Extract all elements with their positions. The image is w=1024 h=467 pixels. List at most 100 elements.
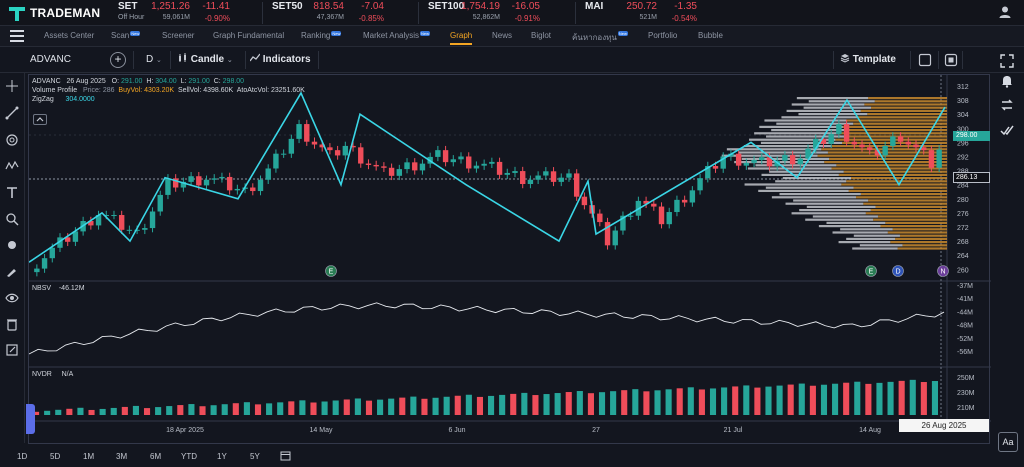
nvdr-bar (698, 389, 705, 415)
left-drawer-handle[interactable] (26, 404, 35, 434)
fib-icon[interactable] (5, 133, 19, 147)
timeframe-5d[interactable]: 5D (50, 452, 61, 461)
nvdr-bar (55, 409, 62, 415)
candle-body (504, 172, 510, 175)
nvdr-bar (887, 381, 894, 415)
candle-body (651, 203, 657, 207)
nbsv-axis-label: -52M (957, 336, 973, 343)
price-axis-label: 284 (957, 183, 969, 190)
nav-item-6[interactable]: Graph (450, 31, 473, 45)
candle-body (196, 176, 202, 186)
nav-item-1[interactable]: Scan New (111, 31, 141, 40)
indicators-button[interactable]: Indicators (249, 53, 311, 65)
nvdr-bar (576, 391, 583, 415)
ticker-price: 1,251.26 (151, 1, 190, 12)
checklist-icon[interactable] (1000, 123, 1014, 137)
nvdr-bar (876, 382, 883, 415)
timeframe-1m[interactable]: 1M (83, 452, 95, 461)
indicators-icon (249, 53, 261, 62)
trendline-icon[interactable] (5, 106, 19, 120)
menu-icon[interactable] (10, 30, 24, 42)
swap-icon[interactable] (1000, 98, 1014, 112)
ticker-mai[interactable]: MAI 250.72 -1.35 521M -0.54% (585, 0, 741, 26)
price-chart[interactable]: 3123083043002962922882842802762722682642… (28, 75, 991, 445)
nvdr-bar (476, 396, 484, 415)
zz-value: 304.0000 (65, 96, 95, 103)
user-icon[interactable] (998, 5, 1012, 19)
expand-icon[interactable] (1000, 54, 1014, 68)
nvdr-bar (587, 393, 594, 415)
nvdr-bar (310, 402, 317, 415)
nvdr-bar (299, 400, 306, 415)
nav-item-9[interactable]: ค้นหากองทุน New (572, 31, 628, 44)
nav-item-8[interactable]: Biglot (531, 31, 551, 40)
alert-bell-icon[interactable] (1000, 74, 1014, 88)
ticker-volume: 52,862M (472, 14, 500, 21)
template-button[interactable]: Template (840, 53, 896, 65)
timeframe-6m[interactable]: 6M (150, 452, 162, 461)
timeframe-5y[interactable]: 5Y (250, 452, 260, 461)
nav-item-2[interactable]: Screener (162, 31, 194, 40)
brush-icon[interactable] (5, 264, 19, 278)
legend-open: 291.00 (121, 78, 143, 85)
nav-item-7[interactable]: News (492, 31, 512, 40)
nav-item-5[interactable]: Market Analysis New (363, 31, 431, 40)
nav-item-label: Screener (162, 31, 195, 40)
crosshair-icon[interactable] (5, 79, 19, 93)
nav-item-3[interactable]: Graph Fundamental (213, 31, 284, 40)
pattern-icon[interactable] (5, 159, 19, 173)
timeframe-select[interactable]: D ⌄ (146, 54, 162, 65)
ticker-set[interactable]: SET 1,251.26 -11.41 Off Hour 59,061M -0.90% (118, 0, 274, 26)
candle-body (149, 211, 156, 229)
vp-sell: SellVol: 4398.60K (177, 87, 234, 94)
nvdr-bar (832, 383, 839, 415)
trash-icon[interactable] (5, 317, 19, 331)
chart-area[interactable]: 3123083043002962922882842802762722682642… (28, 74, 991, 445)
volume-profile-bar (831, 145, 947, 148)
fullscreen-icon[interactable] (918, 53, 932, 67)
timeframe-1d[interactable]: 1D (17, 452, 28, 461)
nav-item-11[interactable]: Bubble (698, 31, 723, 40)
volume-profile-bar (785, 202, 864, 205)
volume-profile-bar (853, 122, 947, 125)
nav-item-10[interactable]: Portfolio (648, 31, 677, 40)
volume-profile-bar (771, 196, 856, 199)
ticker-status: Off Hour (118, 14, 145, 21)
collapse-legend-button[interactable] (33, 114, 47, 125)
nvdr-bar (521, 392, 528, 415)
nvdr-bar (754, 387, 761, 415)
add-symbol-button[interactable]: + (110, 52, 126, 68)
timeframe-3m[interactable]: 3M (116, 452, 128, 461)
candle-body (828, 133, 834, 144)
timeframe-1y[interactable]: 1Y (217, 452, 227, 461)
text-tool-icon[interactable] (5, 186, 19, 200)
candle-body (720, 156, 726, 169)
timeframe-ytd[interactable]: YTD (181, 452, 197, 461)
nvdr-bar (77, 407, 84, 415)
ticker-set50[interactable]: SET50 818.54 -7.04 47,367M -0.85% (272, 0, 428, 26)
font-size-button[interactable]: Aa (998, 432, 1018, 452)
volume-profile-bar (818, 225, 881, 228)
eye-icon[interactable] (5, 291, 19, 305)
marker-icon[interactable] (5, 238, 19, 252)
symbol-input[interactable]: ADVANC (30, 54, 71, 65)
zoom-icon[interactable] (5, 212, 19, 226)
snapshot-icon[interactable] (944, 53, 958, 67)
candle-body (350, 145, 356, 148)
nav-item-label: ค้นหากองทุน (572, 33, 617, 42)
candle-icon (179, 53, 186, 62)
volume-profile-bar (764, 119, 847, 122)
volume-profile-bar (812, 215, 878, 218)
nav-item-0[interactable]: Assets Center (44, 31, 94, 40)
ticker-change: -11.41 (202, 1, 230, 12)
chart-type-select[interactable]: Candle ⌄ (178, 53, 233, 65)
nav-item-label: Biglot (531, 31, 552, 40)
calendar-icon[interactable] (280, 450, 291, 461)
nvdr-bar (33, 411, 40, 415)
edit-icon[interactable] (5, 343, 19, 357)
ticker-set100[interactable]: SET100 1,754.19 -16.05 52,862M -0.91% (428, 0, 584, 26)
volume-profile-bar (863, 202, 947, 205)
app-logo[interactable]: TRADEMAN (8, 3, 104, 23)
ticker-change: -1.35 (674, 1, 697, 12)
nav-item-4[interactable]: Ranking New (301, 31, 342, 40)
